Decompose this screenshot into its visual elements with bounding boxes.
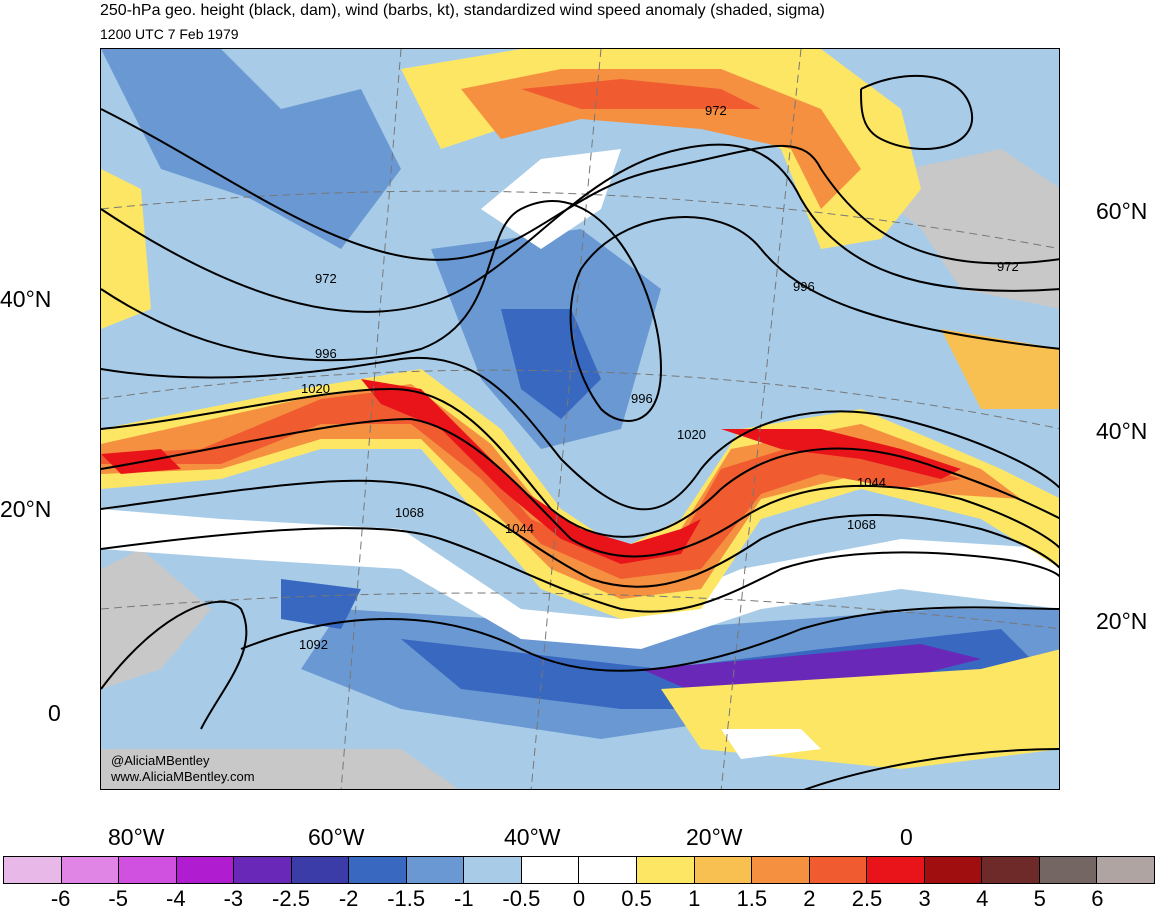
map-plot [101, 49, 1059, 789]
colorbar-tick-label: -5 [108, 886, 128, 911]
colorbar-box [924, 857, 983, 883]
colorbar-tick-label: 0.5 [621, 886, 652, 911]
colorbar-tick-label: 6 [1091, 886, 1104, 911]
colorbar-tick-label: 2 [803, 886, 816, 911]
contour-label: 1044 [505, 521, 534, 536]
colorbar-box [464, 857, 522, 883]
contour-label: 1068 [395, 505, 424, 520]
colorbar-box [61, 857, 120, 883]
colorbar-tick-label: 2.5 [851, 886, 883, 911]
chart-subtitle: 1200 UTC 7 Feb 1979 [100, 26, 239, 42]
colorbar-tick-label: 1 [688, 886, 701, 911]
colorbar-box [867, 857, 925, 883]
lat-label-left: 20°N [0, 496, 52, 522]
colorbar-tick-label: -1 [454, 886, 474, 911]
chart-title: 250-hPa geo. height (black, dam), wind (… [100, 2, 825, 19]
map-panel: 972 972 972 996 996 996 1020 1020 1044 1… [100, 48, 1060, 790]
contour-label: 996 [631, 391, 653, 406]
colorbar-box [694, 857, 753, 883]
contour-label: 1020 [301, 381, 330, 396]
credit-handle: @AliciaMBentley [111, 753, 210, 768]
colorbar-box [119, 857, 177, 883]
credit-url: www.AliciaMBentley.com [111, 769, 255, 784]
contour-label: 972 [705, 103, 727, 118]
colorbar-box [579, 857, 638, 883]
lon-label: 0 [900, 824, 913, 850]
colorbar-tick-label: -4 [166, 886, 186, 911]
colorbar-tick-label: -2.5 [272, 886, 310, 911]
contour-label: 1044 [857, 475, 886, 490]
colorbar-tick-label: 3 [918, 886, 931, 911]
lat-label-right: 40°N [1096, 418, 1148, 444]
colorbar-tick-label: -0.5 [502, 886, 541, 911]
colorbar-tick-label: 5 [1033, 886, 1046, 911]
colorbar-tick-label: 1.5 [736, 886, 768, 911]
colorbar-tick-label: -6 [50, 886, 71, 911]
colorbar-box [637, 857, 695, 883]
contour-label: 972 [997, 259, 1019, 274]
colorbar-box [752, 857, 810, 883]
colorbar-box [176, 857, 235, 883]
lat-label-left: 40°N [0, 286, 52, 312]
colorbar [3, 856, 1155, 884]
colorbar-tick-label: -2 [338, 886, 359, 911]
colorbar-tick-label: 4 [976, 886, 989, 911]
contour-label: 1068 [847, 517, 876, 532]
lon-label: 60°W [308, 824, 365, 850]
colorbar-box [1097, 857, 1154, 883]
lon-label: 80°W [108, 824, 165, 850]
lat-label-right: 20°N [1096, 608, 1148, 634]
colorbar-tick-label: -1.5 [387, 886, 426, 911]
colorbar-box [809, 857, 868, 883]
colorbar-box [406, 857, 465, 883]
contour-label: 996 [793, 279, 815, 294]
colorbar-box [349, 857, 407, 883]
colorbar-box [234, 857, 292, 883]
colorbar-box [521, 857, 580, 883]
colorbar-box [291, 857, 350, 883]
lat-label-right: 60°N [1096, 198, 1148, 224]
colorbar-tick-label: -3 [223, 886, 244, 911]
contour-label: 996 [315, 346, 337, 361]
colorbar-tick-label: 0 [572, 886, 586, 911]
contour-label: 1020 [677, 427, 706, 442]
lon-label: 20°W [686, 824, 743, 850]
colorbar-ticks: -6 -5 -4 -3 -2.5 -2 -1.5 -1 -0.5 0 0.5 1 1.5 2 2.5 3 4 5 6 [3, 886, 1155, 912]
contour-label: 1092 [299, 637, 328, 652]
colorbar-box [1039, 857, 1098, 883]
lon-label: 40°W [504, 824, 561, 850]
contour-label: 972 [315, 271, 337, 286]
lat-label-left: 0 [48, 700, 61, 726]
colorbar-box [982, 857, 1040, 883]
colorbar-box [4, 857, 62, 883]
